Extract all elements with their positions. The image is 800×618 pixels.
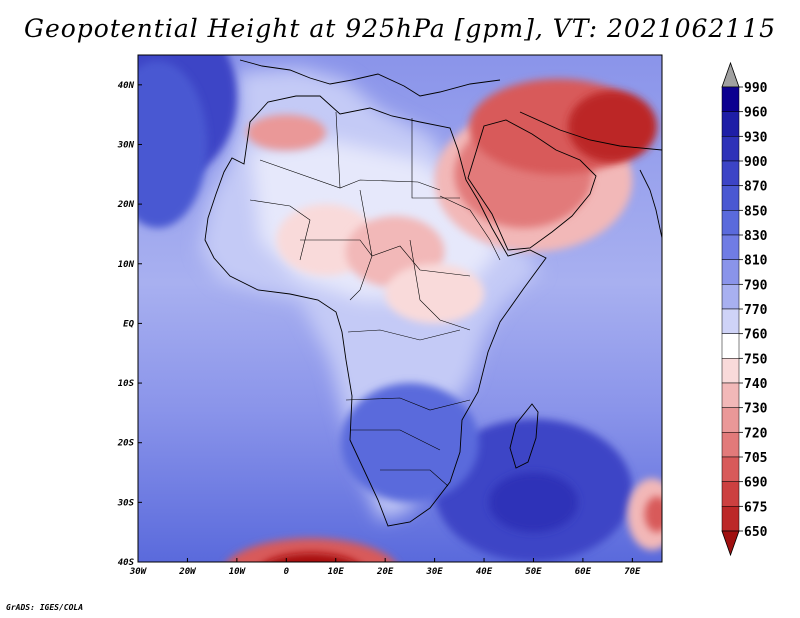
colorbar-label: 960 — [744, 106, 768, 121]
colorbar-label: 675 — [744, 500, 767, 515]
borders — [249, 111, 501, 487]
coastlines — [204, 59, 662, 527]
border-2 — [335, 111, 341, 189]
field-blob-8 — [644, 496, 662, 533]
plot-frame — [137, 54, 663, 563]
border-8 — [345, 397, 471, 411]
x-tick-label: 40E — [476, 567, 493, 577]
border-10 — [380, 469, 449, 487]
colorbar-label: 870 — [744, 180, 768, 195]
colorbar-swatch — [721, 86, 740, 112]
x-tick-label: 70E — [624, 567, 641, 577]
y-tick-label: 30N — [117, 140, 135, 150]
border-6 — [409, 239, 471, 331]
x-tick-label: 10W — [229, 567, 247, 577]
colorbar-label: 850 — [744, 204, 768, 219]
x-tick-label: 30W — [129, 567, 148, 577]
border-11 — [249, 199, 311, 261]
field-blob-3 — [488, 472, 578, 533]
y-tick-label: 40N — [118, 81, 135, 91]
colorbar-label: 750 — [744, 352, 768, 367]
colorbar-label: 705 — [744, 451, 767, 466]
colorbar-swatch — [721, 308, 740, 334]
colorbar-label: 990 — [744, 81, 768, 96]
y-tick-label: 20S — [117, 439, 135, 449]
y-tick-label: EQ — [123, 319, 134, 329]
colorbar-label: 770 — [744, 303, 768, 318]
grads-credit: GrADS: IGES/COLA — [6, 603, 84, 612]
india-coast — [639, 169, 662, 239]
colorbar-swatch — [721, 234, 740, 260]
colorbar-swatch — [721, 481, 740, 507]
x-axis-ticks: 30W 20W 10W 0 10E 20E 30E 40E 50E 60E 70E — [129, 558, 641, 577]
field-blob-6 — [266, 553, 356, 562]
colorbar-label: 830 — [744, 229, 768, 244]
border-12 — [439, 195, 501, 261]
border-7 — [347, 329, 461, 341]
field-blobs — [138, 55, 662, 562]
field-blob-1 — [138, 60, 208, 228]
field-blob-4 — [340, 383, 480, 503]
colorbar-label: 740 — [744, 377, 768, 392]
persia-coast — [519, 111, 662, 151]
y-axis-ticks: 40N 30N 20N 10N EQ 10S 20S 30S 40S — [117, 81, 142, 568]
colorbar-swatch — [721, 432, 740, 458]
x-tick-label: 20E — [376, 567, 394, 577]
colorbar-swatch — [721, 259, 740, 285]
colorbar-label: 760 — [744, 328, 768, 343]
field-blob-15 — [385, 263, 485, 324]
y-tick-label: 10S — [118, 379, 135, 389]
colorbar-swatch — [721, 407, 740, 433]
x-tick-label: 20W — [178, 567, 197, 577]
x-tick-label: 60E — [575, 567, 592, 577]
colorbar-swatch — [721, 210, 740, 236]
plot-area — [138, 55, 662, 562]
y-tick-label: 40S — [118, 558, 135, 568]
colorbar-label: 790 — [744, 278, 768, 293]
africa-coastline — [204, 95, 547, 527]
colorbar-label: 690 — [744, 476, 768, 491]
border-1 — [259, 159, 441, 191]
chart-title: Geopotential Height at 925hPa [gpm], VT:… — [23, 14, 777, 43]
y-tick-label: 20N — [117, 200, 135, 210]
colorbar-swatch — [721, 185, 740, 211]
border-5 — [349, 189, 373, 301]
colorbar-label: 730 — [744, 402, 768, 417]
colorbar-label: 900 — [744, 155, 768, 170]
field-blob-16 — [246, 114, 326, 151]
colorbar-swatch — [721, 136, 740, 162]
colorbar-swatch — [721, 160, 740, 186]
colorbar-swatch — [721, 284, 740, 310]
colorbar: 990 960 930 900 870 850 830 810 790 770 760 750 740 7… — [721, 61, 768, 557]
colorbar-swatch — [721, 111, 740, 137]
x-tick-label: 0 — [284, 567, 290, 577]
colorbar-swatch — [721, 382, 740, 408]
x-tick-label: 50E — [525, 567, 542, 577]
field-blob-12 — [568, 90, 658, 163]
colorbar-label: 810 — [744, 254, 768, 269]
colorbar-label: 930 — [744, 130, 768, 145]
x-tick-label: 30E — [425, 567, 443, 577]
colorbar-under-arrow — [721, 530, 740, 557]
border-4 — [300, 239, 471, 277]
colorbar-swatch — [721, 358, 740, 384]
y-tick-label: 30S — [117, 498, 135, 508]
x-tick-label: 10E — [328, 567, 345, 577]
colorbar-label: 650 — [744, 525, 768, 540]
colorbar-swatch — [721, 333, 740, 359]
colorbar-label: 720 — [744, 426, 768, 441]
y-tick-label: 10N — [118, 260, 135, 270]
colorbar-swatch — [721, 506, 740, 532]
border-9 — [350, 429, 441, 451]
colorbar-over-arrow — [721, 61, 740, 88]
field-blob-5 — [227, 538, 395, 562]
madagascar-coast — [509, 403, 539, 469]
arabia-coast — [467, 119, 597, 251]
colorbar-swatch — [721, 456, 740, 482]
iberia-europe-coast — [239, 59, 501, 97]
